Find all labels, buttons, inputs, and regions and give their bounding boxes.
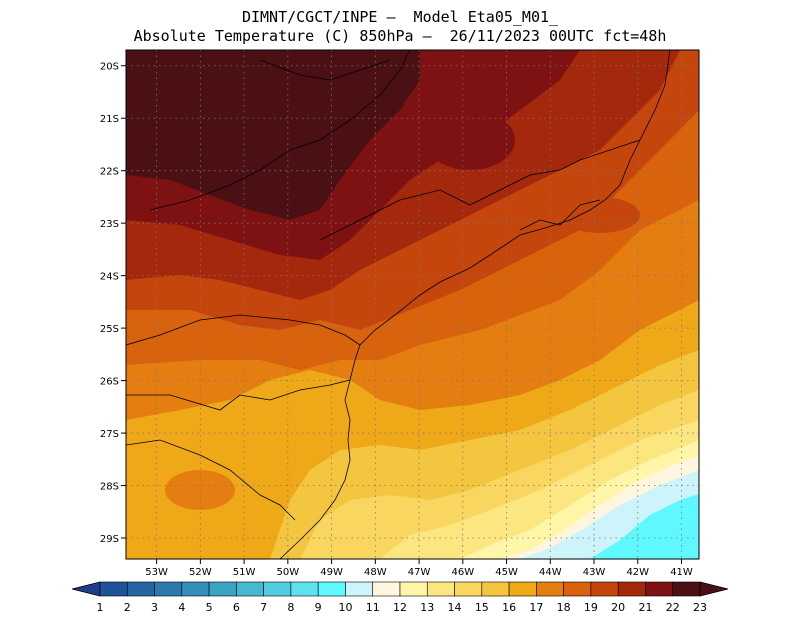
field-patch [425, 110, 515, 170]
colorbar-arrow-right [699, 581, 729, 597]
colorbar-label: 20 [611, 601, 625, 614]
colorbar-swatch [236, 581, 264, 597]
colorbar-swatch [399, 581, 428, 597]
plot-frame [125, 49, 700, 560]
lon-tick-label: 49W [320, 567, 343, 578]
border-pr-sp [126, 314, 361, 346]
border-ms-sp [149, 50, 411, 211]
colorbar-swatch [590, 581, 619, 597]
colorbar-label: 22 [666, 601, 680, 614]
colorbar-swatch [208, 581, 237, 597]
border-rs-sc [126, 439, 296, 521]
lat-tick-label: 29S [100, 534, 119, 545]
border-sc-pr [126, 379, 351, 411]
colorbar-label: 4 [178, 601, 185, 614]
field-level-22 [126, 50, 420, 220]
colorbar-swatch [290, 581, 319, 597]
lon-tick-label: 53W [145, 567, 168, 578]
field-level-9 [590, 494, 699, 559]
colorbar-label: 7 [260, 601, 267, 614]
lon-tick-label: 52W [189, 567, 212, 578]
lon-tick-label: 47W [408, 567, 431, 578]
colorbar: 1 2 3 4 5 6 7 8 9 10 11 12 13 14 15 16 17 18 19 20 21 22 23 [71, 581, 729, 614]
colorbar-label: 13 [420, 601, 434, 614]
colorbar-swatch [99, 581, 128, 597]
gridlines [126, 50, 699, 559]
lat-tick-label: 28S [100, 482, 119, 493]
border-mg-go [259, 59, 391, 81]
colorbar-label: 17 [529, 601, 543, 614]
colorbar-swatch [536, 581, 564, 597]
colorbar-swatch [372, 581, 401, 597]
lon-tick-label: 41W [670, 567, 693, 578]
colorbar-swatch [263, 581, 292, 597]
lat-tick-label: 23S [100, 219, 119, 230]
colorbar-label: 3 [151, 601, 158, 614]
lon-tick-label: 46W [451, 567, 474, 578]
colorbar-label: 15 [475, 601, 489, 614]
lon-tick-label: 43W [583, 567, 606, 578]
colorbar-swatch [454, 581, 483, 597]
border-sp-mg [319, 139, 641, 241]
lon-tick-label: 42W [626, 567, 649, 578]
map-title-line1: DIMNT/CGCT/INPE – Model Eta05_M01_ [241, 8, 559, 26]
colorbar-label: 19 [584, 601, 598, 614]
colorbar-label: 11 [366, 601, 380, 614]
lon-tick-label: 48W [364, 567, 387, 578]
latitude-axis: 20S 21S 22S 23S 24S 25S 26S 27S 28S 29S [100, 62, 126, 545]
longitude-axis: 53W 52W 51W 50W 49W 48W 47W 46W 45W 44W 43W 42W 41W [145, 559, 693, 578]
colorbar-swatch [508, 581, 537, 597]
border-rj [519, 199, 601, 231]
colorbar-swatch [563, 581, 592, 597]
colorbar-swatch [154, 581, 183, 597]
colorbar-label: 1 [97, 601, 104, 614]
lon-tick-label: 51W [233, 567, 256, 578]
lat-tick-label: 21S [100, 114, 119, 125]
colorbar-swatch [645, 581, 674, 597]
colorbar-label: 18 [557, 601, 571, 614]
colorbar-swatch [345, 581, 374, 597]
colorbar-label: 12 [393, 601, 407, 614]
lon-tick-label: 44W [539, 567, 562, 578]
colorbar-swatch [672, 581, 701, 597]
lat-tick-label: 22S [100, 167, 119, 178]
colorbar-label: 5 [206, 601, 213, 614]
lat-tick-label: 24S [100, 272, 119, 283]
colorbar-label: 23 [693, 601, 707, 614]
coastline [279, 50, 671, 559]
colorbar-swatch [617, 581, 646, 597]
lat-tick-label: 20S [100, 62, 119, 73]
lat-tick-label: 25S [100, 324, 119, 335]
colorbar-label: 8 [287, 601, 294, 614]
map-title-line2: Absolute Temperature (C) 850hPa – 26/11/… [133, 27, 667, 45]
colorbar-swatch [181, 581, 210, 597]
colorbar-label: 10 [338, 601, 352, 614]
colorbar-swatch [126, 581, 155, 597]
lon-tick-label: 50W [277, 567, 300, 578]
lat-tick-label: 27S [100, 429, 119, 440]
colorbar-swatch [317, 581, 346, 597]
colorbar-label: 21 [638, 601, 652, 614]
colorbar-swatch [481, 581, 510, 597]
temperature-field [126, 50, 699, 559]
colorbar-label: 6 [233, 601, 240, 614]
field-patch [560, 197, 640, 233]
lat-tick-label: 26S [100, 377, 119, 388]
colorbar-arrow-left [71, 581, 101, 597]
colorbar-label: 14 [448, 601, 462, 614]
colorbar-label: 9 [315, 601, 322, 614]
coastline-borders [126, 50, 671, 559]
colorbar-swatch [426, 581, 455, 597]
colorbar-label: 16 [502, 601, 516, 614]
lon-tick-label: 45W [495, 567, 518, 578]
colorbar-label: 2 [124, 601, 131, 614]
